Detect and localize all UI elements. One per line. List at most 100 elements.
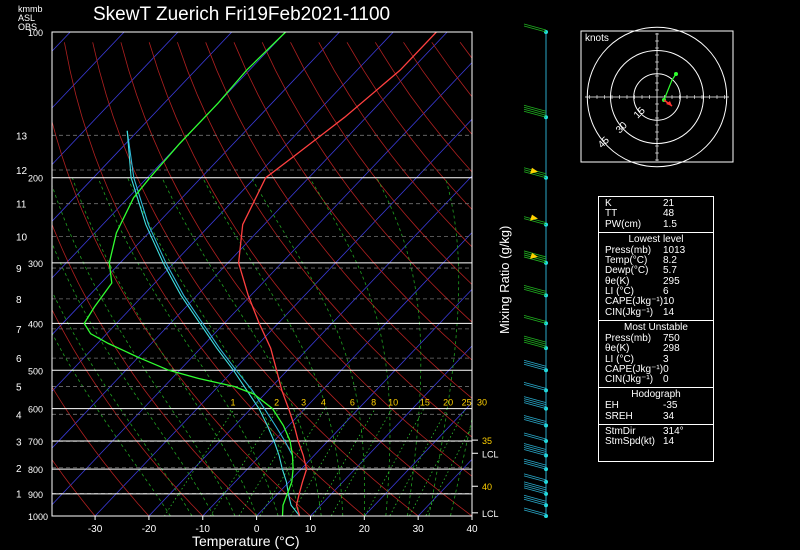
x-tick-label: -30 bbox=[88, 524, 103, 535]
mixing-ratio-line bbox=[389, 408, 448, 516]
stability-indices-panel: K 21 TT 48 PW(cm) 1.5 Lowest level Press(mb… bbox=[598, 196, 714, 462]
moist-adiabat-line bbox=[97, 177, 279, 516]
moist-adiabat-line bbox=[72, 177, 257, 516]
isotherm-line bbox=[52, 32, 179, 166]
lowest-temp: Temp(°C) 8.2 bbox=[605, 255, 677, 267]
wind-pennant bbox=[530, 167, 538, 174]
dry-adiabat-line bbox=[148, 42, 472, 477]
wind-barb-segment bbox=[523, 339, 547, 347]
mixing-ratio-label: 25 bbox=[462, 398, 472, 408]
lowest-level-indices: Press(mb) 1013 Temp(°C) 8.2 Dewp(°C) 5.7 θe… bbox=[599, 245, 713, 320]
parcel-line-2 bbox=[126, 130, 293, 456]
mixing-ratio-label: 8 bbox=[371, 398, 376, 408]
moist-adiabat-line bbox=[52, 332, 171, 516]
wind-barb-segment bbox=[523, 359, 547, 367]
wind-barb-segment bbox=[523, 108, 547, 116]
corner-label-asl: ASL bbox=[18, 13, 35, 23]
isobar-lines bbox=[52, 31, 472, 517]
wind-barb-segment bbox=[523, 487, 547, 495]
wind-barb-segment bbox=[523, 400, 547, 408]
lowest-dewp: Dewp(°C) 5.7 bbox=[605, 265, 677, 277]
x-tick-label: 30 bbox=[413, 524, 425, 535]
mixing-ratio-label: 10 bbox=[388, 398, 398, 408]
wind-barb-segment bbox=[523, 415, 547, 422]
dry-adiabat-line bbox=[205, 42, 472, 399]
storm-speed: StmSpd(kt) 14 bbox=[605, 436, 675, 448]
wind-barb-segment bbox=[523, 398, 547, 406]
corner-label-km: km bbox=[18, 4, 30, 14]
x-tick-label: 40 bbox=[466, 524, 478, 535]
height-tick-label: 4 bbox=[16, 410, 22, 421]
dry-adiabat-line bbox=[52, 458, 96, 516]
wind-barb-segment bbox=[523, 361, 547, 369]
pressure-tick-label: 200 bbox=[28, 174, 43, 184]
wind-barb-segment bbox=[523, 447, 547, 454]
mixing-ratio-label: 20 bbox=[443, 398, 453, 408]
mixing-ratio-line bbox=[163, 408, 235, 516]
dry-adiabat-line bbox=[92, 42, 419, 516]
mixing-ratio-line bbox=[238, 408, 306, 516]
pressure-tick-label: 700 bbox=[28, 437, 43, 447]
height-tick-label: 8 bbox=[16, 295, 22, 306]
mixing-ratio-label: 30 bbox=[477, 398, 487, 408]
mixing-ratio-label: 3 bbox=[301, 398, 306, 408]
mixing-ratio-label: 2 bbox=[274, 398, 279, 408]
index-row-pw: PW(cm) 1.5 bbox=[605, 218, 677, 230]
wind-barb-segment bbox=[523, 381, 547, 389]
wind-barb-segment bbox=[523, 383, 547, 391]
mu-cin: CIN(Jkg⁻¹) 0 bbox=[605, 374, 669, 386]
wind-barb-segment bbox=[523, 402, 547, 410]
height-tick-label: 3 bbox=[16, 437, 22, 448]
hodograph-title: knots bbox=[585, 33, 609, 44]
plot-frame bbox=[51, 31, 473, 517]
wind-barb-segment bbox=[523, 110, 547, 118]
moist-adiabat-line bbox=[52, 242, 214, 516]
moist-adiabat-line bbox=[52, 184, 236, 516]
wind-barb-segment bbox=[523, 481, 547, 489]
moist-adiabat-line bbox=[309, 177, 391, 516]
pressure-tick-label: 100 bbox=[28, 28, 43, 38]
dry-adiabat-line bbox=[233, 42, 472, 361]
wind-barb-segment bbox=[523, 496, 547, 504]
sounding-profiles bbox=[83, 32, 437, 516]
mixing-ratio-line bbox=[408, 408, 466, 516]
lowest-cape: CAPE(Jkg⁻¹) 10 bbox=[605, 296, 675, 308]
wind-barb-segment bbox=[523, 460, 547, 468]
dry-adiabat-line bbox=[0, 42, 49, 526]
wind-barb-segment bbox=[523, 104, 547, 112]
pressure-tick-label: 300 bbox=[28, 259, 43, 269]
wind-barb-segment bbox=[523, 169, 547, 177]
wind-barb-segment bbox=[523, 254, 547, 262]
wind-barb-segment bbox=[523, 315, 547, 322]
isotherm-line bbox=[52, 32, 448, 449]
dry-adiabat-line bbox=[52, 120, 312, 516]
wind-barb-segment bbox=[523, 396, 547, 404]
wind-barb-segment bbox=[523, 443, 547, 450]
mixing-ratio-label: 1 bbox=[230, 398, 235, 408]
wind-barb-segment bbox=[523, 335, 547, 343]
isotherm-line bbox=[363, 402, 472, 516]
most-unstable-heading: Most Unstable bbox=[599, 319, 713, 334]
moist-adiabat-line bbox=[161, 177, 322, 516]
wind-barb-segment bbox=[523, 494, 547, 502]
index-row-k: K 21 bbox=[605, 198, 675, 209]
pressure-tick-label: 600 bbox=[28, 405, 43, 415]
wind-pennant bbox=[530, 214, 538, 221]
parcel-line-1 bbox=[126, 130, 301, 516]
top-indices: K 21 TT 48 PW(cm) 1.5 bbox=[599, 197, 713, 232]
wind-barb-segment bbox=[523, 475, 547, 483]
x-tick-label: 20 bbox=[359, 524, 371, 535]
wind-barb-segment bbox=[523, 509, 547, 517]
pressure-tick-label: 500 bbox=[28, 366, 43, 376]
dry-adiabat-line bbox=[318, 42, 472, 248]
mu-theta-e: θe(K) 298 bbox=[605, 343, 680, 355]
dewpoint-line bbox=[83, 32, 294, 516]
chart-title: SkewT Zuerich Fri19Feb2021-1100 bbox=[93, 4, 390, 25]
background-guide-lines bbox=[0, 32, 472, 526]
wind-barb-segment bbox=[523, 337, 547, 345]
most-unstable-indices: Press(mb) 750 θe(K) 298 LI (°C) 3 CAPE(Jkg⁻… bbox=[599, 333, 713, 387]
lowest-li: LI (°C) 6 bbox=[605, 286, 669, 298]
dry-adiabat-line bbox=[52, 386, 150, 516]
